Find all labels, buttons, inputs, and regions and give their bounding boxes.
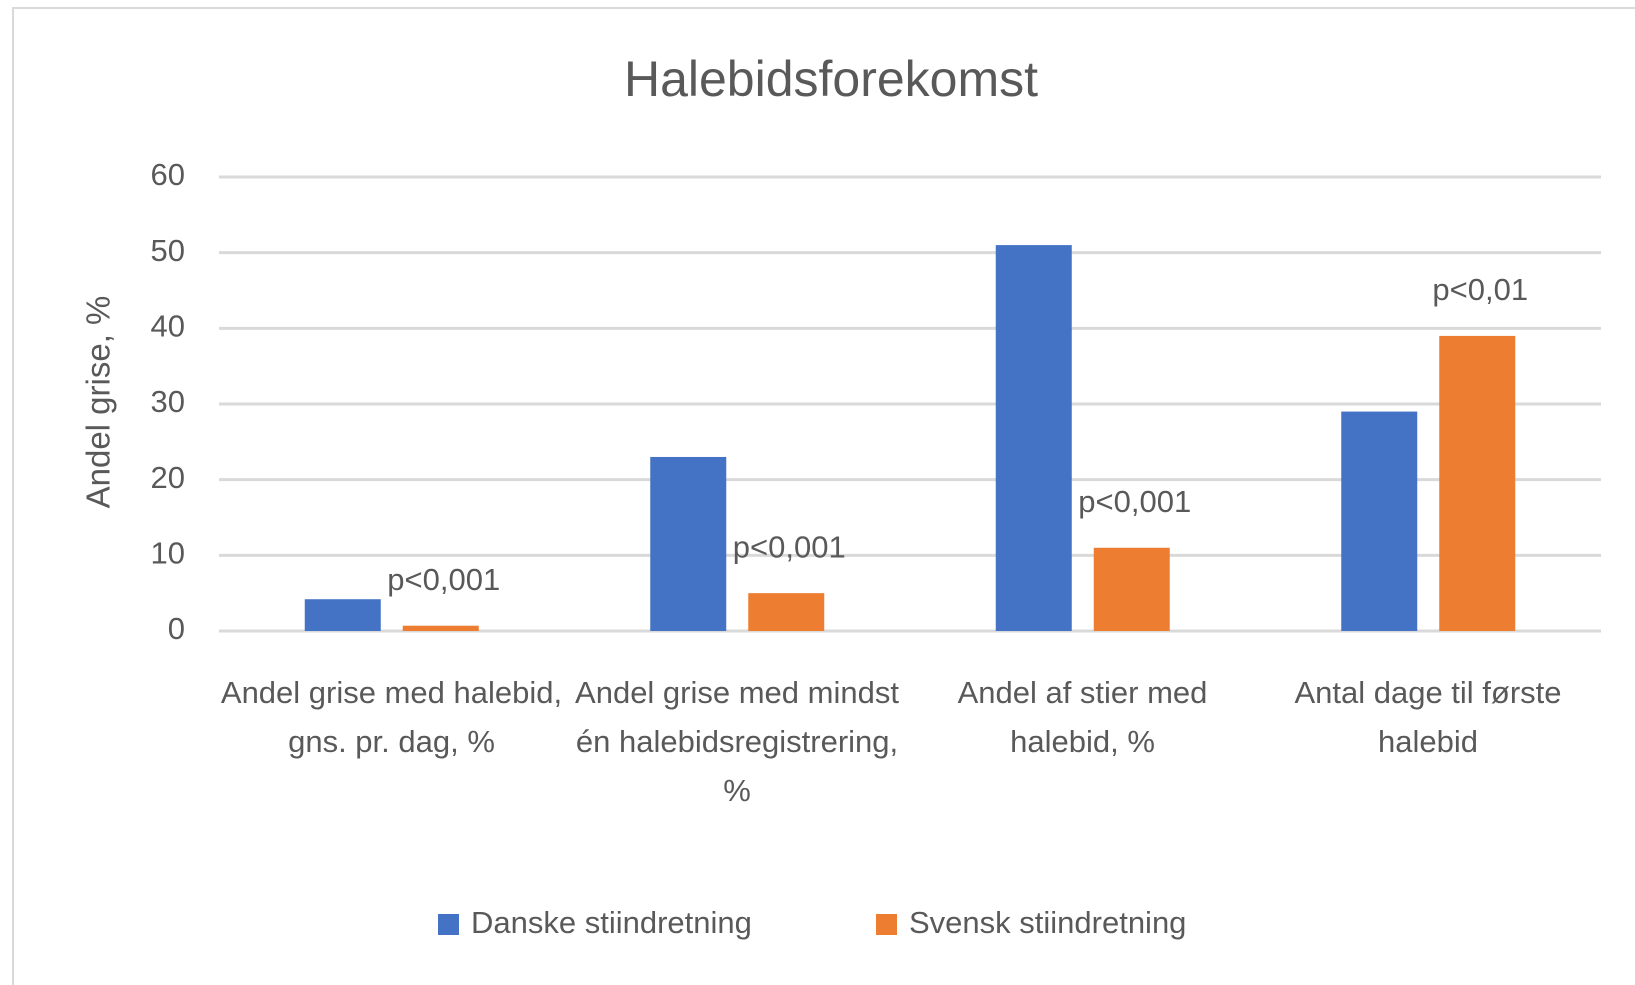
legend-swatch bbox=[876, 914, 897, 935]
y-tick-label: 20 bbox=[151, 460, 185, 495]
bar bbox=[402, 625, 479, 631]
y-tick-label: 40 bbox=[151, 309, 185, 344]
y-tick-label: 0 bbox=[168, 611, 185, 646]
annotation: p<0,001 bbox=[1078, 484, 1191, 519]
annotation: p<0,001 bbox=[387, 562, 500, 597]
y-tick-label: 10 bbox=[151, 536, 185, 571]
annotation: p<0,01 bbox=[1432, 272, 1528, 307]
chart-title: Halebidsforekomst bbox=[624, 51, 1038, 107]
bar bbox=[304, 599, 381, 631]
x-tick-label: Andel grise med halebid, gns. pr. dag, % bbox=[220, 675, 563, 759]
bar bbox=[748, 593, 825, 631]
legend-label: Danske stiindretning bbox=[471, 905, 752, 940]
y-tick-label: 60 bbox=[151, 157, 185, 192]
bar bbox=[1341, 411, 1418, 631]
bar bbox=[1093, 547, 1170, 631]
y-axis-title: Andel grise, % bbox=[80, 296, 117, 509]
y-tick-label: 30 bbox=[151, 384, 185, 419]
x-tick-label: Andel af stier med halebid, % bbox=[957, 675, 1208, 759]
x-tick-label: Antal dage til første halebid bbox=[1294, 675, 1562, 759]
bar bbox=[650, 456, 727, 631]
bar bbox=[995, 245, 1072, 631]
legend-label: Svensk stiindretning bbox=[909, 905, 1186, 940]
annotation: p<0,001 bbox=[733, 529, 846, 564]
x-tick-label: Andel grise med mindst én halebidsregist… bbox=[575, 675, 899, 808]
bar bbox=[1439, 335, 1516, 631]
chart-frame bbox=[12, 7, 1635, 985]
legend-swatch bbox=[438, 914, 459, 935]
y-tick-label: 50 bbox=[151, 233, 185, 268]
